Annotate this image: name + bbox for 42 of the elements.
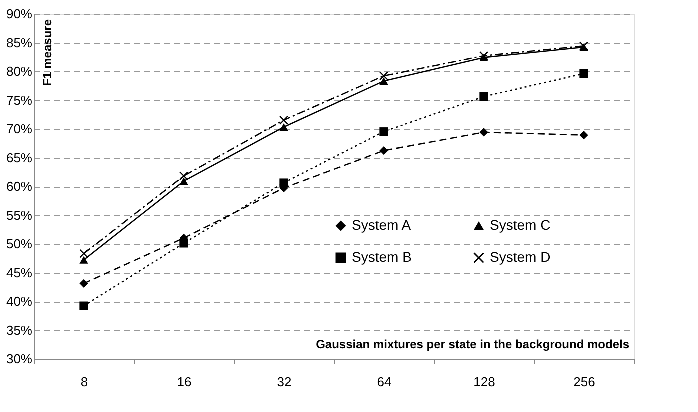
y-tick-label: 30% bbox=[6, 352, 33, 366]
y-tick-label: 90% bbox=[6, 6, 33, 22]
point bbox=[280, 124, 288, 132]
y-tick-label: 65% bbox=[6, 150, 33, 166]
y-tick-label: 70% bbox=[6, 122, 33, 136]
point bbox=[80, 279, 88, 288]
point bbox=[80, 302, 88, 310]
y-tick-label: 60% bbox=[6, 179, 33, 194]
point bbox=[80, 249, 88, 258]
x-tick-label: 32 bbox=[277, 374, 292, 390]
y-tick-label: 35% bbox=[6, 322, 33, 338]
point bbox=[580, 69, 588, 78]
point bbox=[180, 239, 188, 248]
y-tick-label: 75% bbox=[6, 92, 33, 108]
point bbox=[380, 128, 388, 136]
point bbox=[280, 116, 288, 125]
legend-label: System A bbox=[352, 217, 412, 233]
point bbox=[180, 178, 188, 186]
legend-label: System C bbox=[490, 217, 551, 233]
x-tick-label: 8 bbox=[80, 374, 88, 390]
x-tick-label: 64 bbox=[377, 374, 392, 390]
y-tick-label: 85% bbox=[6, 35, 33, 50]
x-axis-title: Gaussian mixtures per state in the background models bbox=[316, 338, 630, 352]
point bbox=[480, 128, 488, 137]
legend-label: System B bbox=[352, 249, 412, 265]
y-tick-label: 50% bbox=[6, 236, 33, 252]
y-tick-label: 40% bbox=[6, 294, 33, 309]
y-tick-label: 45% bbox=[6, 265, 33, 280]
point bbox=[480, 92, 488, 102]
point bbox=[580, 130, 588, 140]
point bbox=[280, 178, 288, 188]
x-tick-label: 256 bbox=[574, 374, 596, 390]
y-tick-label: 80% bbox=[6, 64, 33, 79]
legend-label: System D bbox=[490, 249, 551, 265]
x-tick-label: 16 bbox=[177, 374, 192, 390]
point bbox=[80, 256, 88, 264]
point bbox=[180, 172, 188, 180]
x-tick-label: 128 bbox=[474, 374, 496, 390]
y-axis-title: F1 measure bbox=[40, 19, 54, 86]
y-tick-label: 55% bbox=[6, 208, 33, 223]
point bbox=[380, 146, 388, 156]
point bbox=[380, 78, 388, 86]
